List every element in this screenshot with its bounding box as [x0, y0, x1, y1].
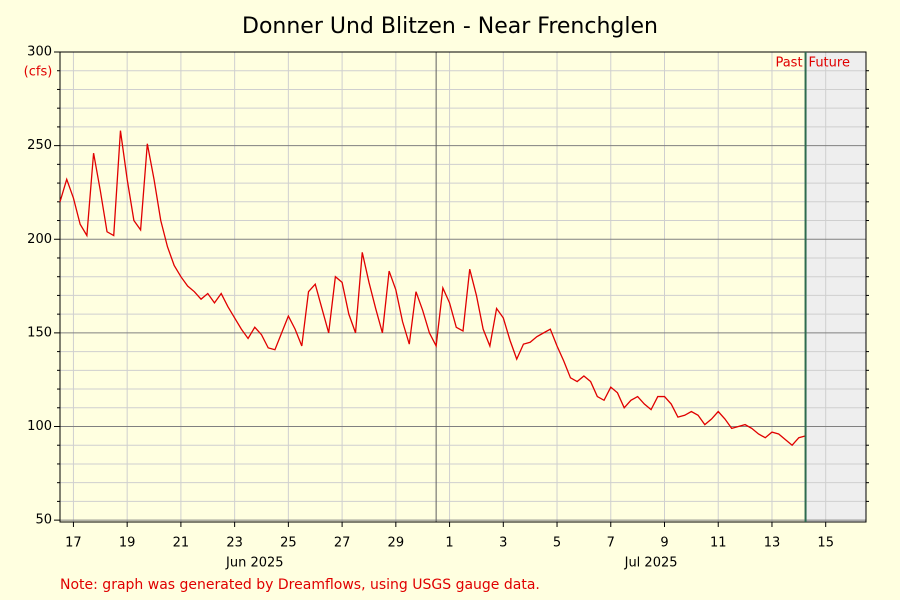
y-tick-label: 200	[27, 232, 52, 247]
x-tick-label: 13	[764, 536, 781, 551]
footnote: Note: graph was generated by Dreamflows,…	[60, 577, 540, 593]
y-tick-label: 300	[27, 45, 52, 60]
y-tick-label: 50	[35, 513, 52, 528]
flow-line	[59, 130, 806, 447]
x-tick-label: 17	[65, 536, 82, 551]
past-label: Past	[775, 56, 802, 71]
y-unit-label: (cfs)	[24, 65, 53, 80]
x-tick-label: 9	[660, 536, 668, 551]
chart-title: Donner Und Blitzen - Near Frenchglen	[242, 14, 658, 39]
future-label: Future	[809, 56, 850, 71]
y-tick-label: 250	[27, 138, 52, 153]
x-tick-label: 15	[817, 536, 834, 551]
plot-frame	[59, 51, 867, 523]
x-tick-label: 7	[607, 536, 615, 551]
x-tick-label: 3	[499, 536, 507, 551]
x-tick-label: 27	[334, 536, 351, 551]
x-tick-label: 11	[710, 536, 727, 551]
x-tick-label: 5	[553, 536, 561, 551]
y-tick-label: 150	[27, 325, 52, 340]
x-tick-label: 25	[280, 536, 297, 551]
x-tick-label: 1	[445, 536, 453, 551]
x-tick-label: 19	[119, 536, 136, 551]
x-tick-label: 23	[226, 536, 243, 551]
x-tick-label: 29	[388, 536, 405, 551]
month-label: Jun 2025	[225, 556, 284, 571]
month-label: Jul 2025	[624, 556, 678, 571]
y-tick-label: 100	[27, 419, 52, 434]
future-region	[805, 52, 866, 522]
x-tick-label: 21	[173, 536, 190, 551]
